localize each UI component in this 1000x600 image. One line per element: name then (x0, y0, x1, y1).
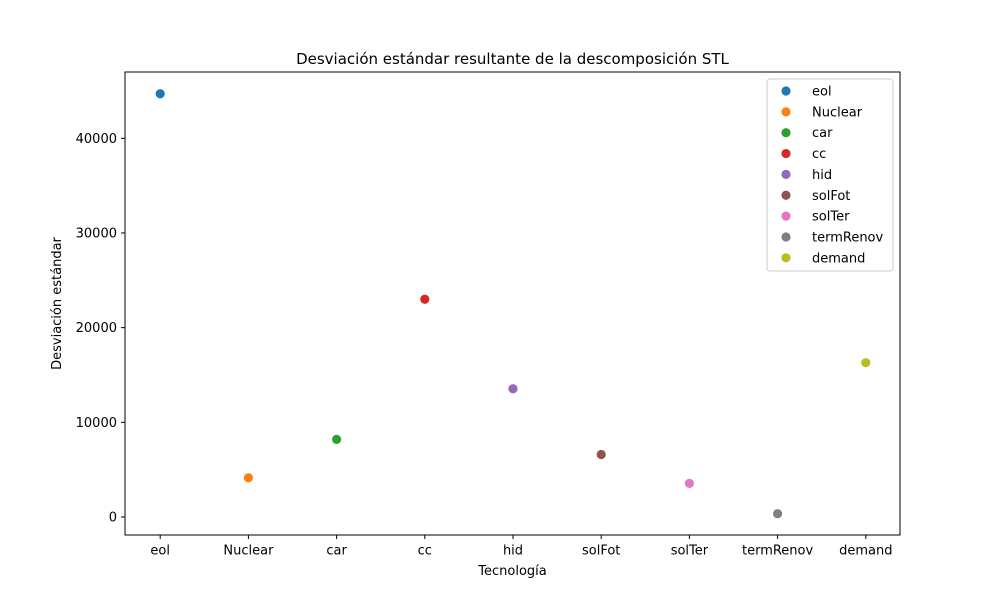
legend-marker (781, 169, 791, 179)
x-tick-label: cc (418, 544, 432, 559)
data-point-car (332, 434, 342, 444)
legend-label: solFot (812, 189, 850, 204)
legend-marker (781, 211, 791, 221)
x-tick-label: termRenov (742, 544, 814, 559)
legend-label: hid (812, 168, 832, 183)
legend-label: Nuclear (812, 105, 863, 120)
data-point-cc (420, 294, 430, 304)
data-points (155, 89, 871, 519)
y-tick-label: 20000 (76, 321, 117, 336)
legend-label: car (812, 126, 833, 141)
data-point-demand (861, 358, 871, 368)
data-point-hid (508, 384, 518, 394)
chart-title: Desviación estándar resultante de la des… (296, 50, 729, 68)
y-axis-ticks: 0 10000 20000 30000 40000 (76, 132, 125, 526)
legend-box (766, 78, 894, 272)
y-tick-label: 40000 (76, 132, 117, 147)
data-point-solter (684, 478, 695, 488)
x-axis-label: Tecnología (477, 564, 546, 579)
legend-marker (781, 107, 791, 117)
legend-marker (781, 253, 791, 263)
legend-marker (781, 128, 791, 138)
x-tick-label: car (326, 544, 347, 559)
legend-label: solTer (812, 210, 850, 225)
data-point-nuclear (243, 473, 253, 483)
data-point-eol (155, 89, 165, 99)
y-axis-label: Desviación estándar (50, 236, 65, 369)
x-tick-label: Nuclear (223, 544, 274, 559)
y-tick-label: 0 (109, 511, 117, 526)
x-tick-label: eol (150, 544, 170, 559)
data-point-solfot (596, 449, 606, 460)
y-tick-label: 10000 (76, 416, 117, 431)
legend-marker (781, 148, 791, 159)
legend-items: eol Nuclear car cc hid solFot solTer termRenov d… (781, 85, 884, 266)
legend-marker (781, 190, 791, 200)
x-tick-label: solTer (671, 544, 709, 559)
legend-label: demand (812, 251, 865, 266)
x-axis-ticks: eol Nuclear car cc hid solFot solTer termRenov d… (150, 535, 892, 559)
y-tick-label: 30000 (76, 226, 117, 241)
legend-marker (781, 86, 791, 96)
legend-label: eol (812, 85, 832, 100)
legend-label: termRenov (812, 230, 884, 245)
legend-label: cc (812, 147, 826, 162)
x-tick-label: solFot (582, 544, 620, 559)
x-tick-label: hid (503, 544, 523, 559)
data-point-termrenov (773, 509, 783, 519)
x-tick-label: demand (839, 544, 892, 559)
legend-marker (781, 232, 791, 242)
legend: eol Nuclear car cc hid solFot solTer termRenov d… (766, 78, 894, 272)
